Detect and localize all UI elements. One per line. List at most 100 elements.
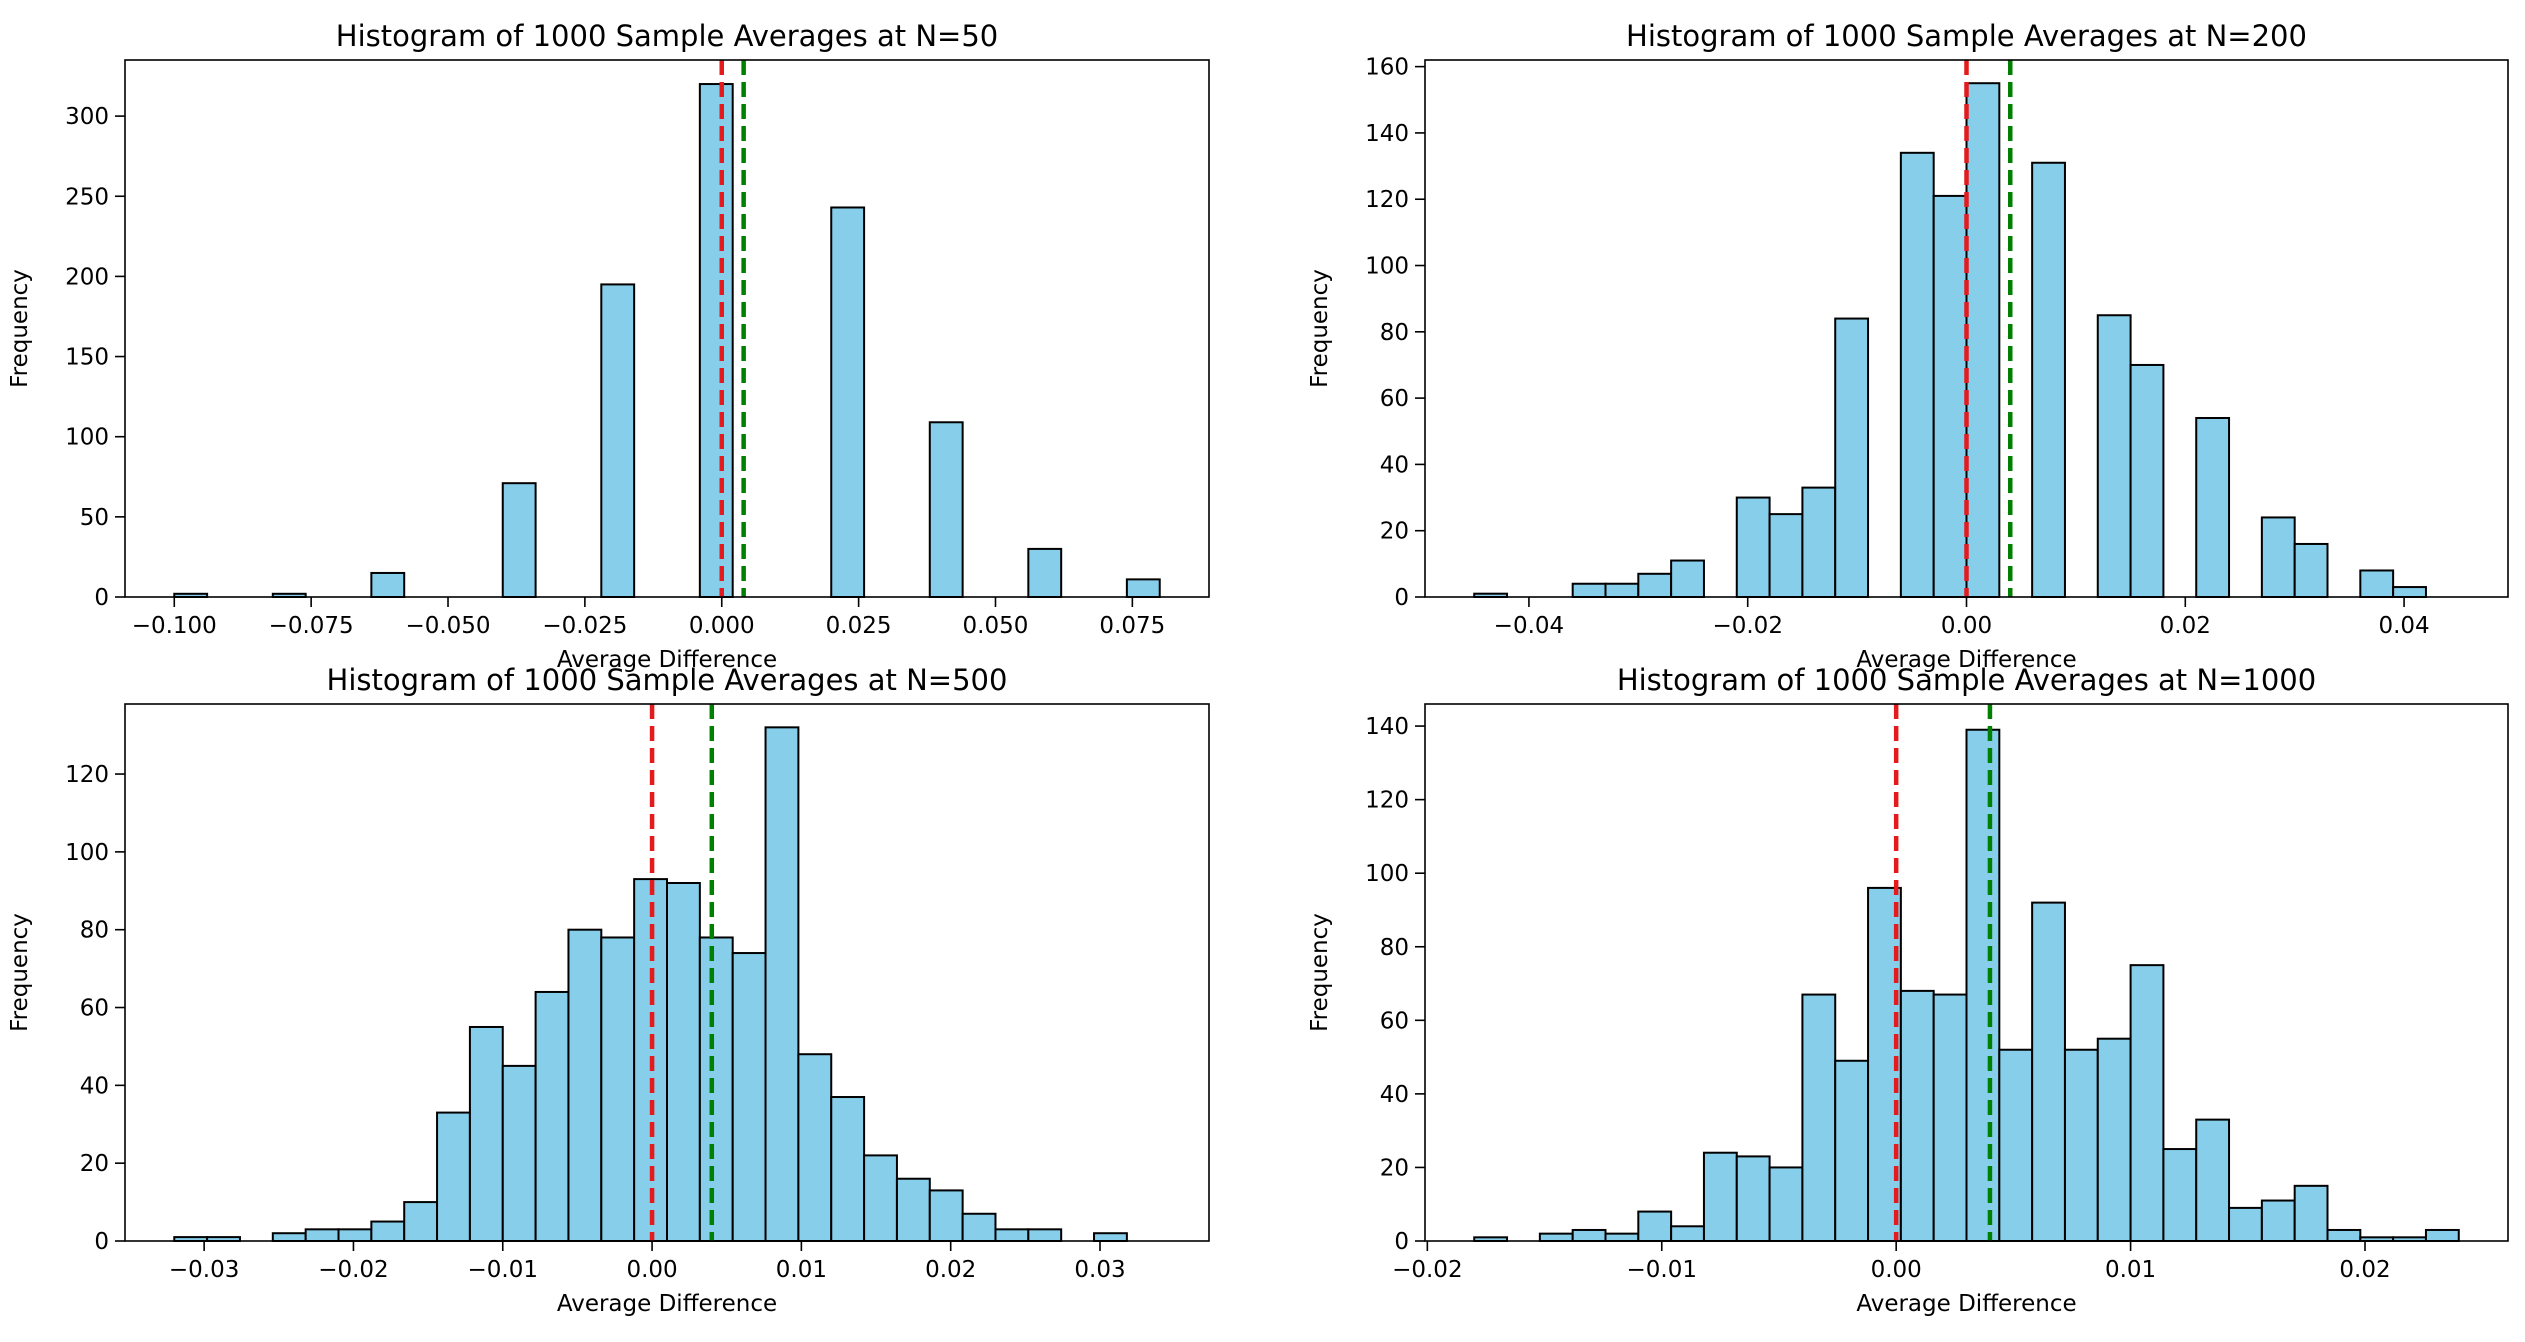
histogram-bar (1899, 989, 1935, 1242)
x-tick-label: −0.01 (468, 1257, 538, 1283)
histogram-bar (797, 1053, 833, 1243)
y-tick-label: 20 (1380, 1155, 1409, 1181)
x-tick-label: −0.100 (132, 613, 217, 639)
histogram-bar (666, 882, 701, 1242)
x-tick-label: −0.02 (318, 1257, 388, 1283)
y-tick-label: 140 (1365, 714, 1409, 740)
histogram-bar (698, 936, 734, 1242)
histogram-bar (1965, 728, 2001, 1242)
histogram-bar (2260, 516, 2296, 599)
histogram-bar (2424, 1228, 2460, 1242)
histogram-bar (863, 1154, 898, 1243)
y-tick-label: 20 (1380, 519, 1409, 545)
x-axis-label: Average Difference (557, 647, 777, 673)
histogram-bar (928, 421, 964, 598)
histogram-bar (1093, 1232, 1128, 1243)
histogram-bar (1834, 317, 1870, 598)
histogram-bar (1637, 1210, 1673, 1242)
y-axis-label: Frequency (1307, 269, 1333, 388)
y-tick-label: 0 (1394, 585, 1409, 611)
histogram-bar (501, 1064, 537, 1243)
histogram-bar (403, 1201, 439, 1242)
histogram-bar (764, 726, 800, 1242)
axes-frame (124, 703, 1210, 1242)
histogram-bar (1027, 1228, 1063, 1242)
histogram-bar (1768, 513, 1804, 599)
histogram-bar (1932, 194, 1968, 598)
histogram-bar (337, 1228, 373, 1242)
histogram-bar (1998, 1048, 2034, 1243)
y-tick-label: 40 (80, 1073, 109, 1099)
y-axis-label: Frequency (7, 269, 33, 388)
x-tick-label: −0.075 (269, 613, 354, 639)
y-tick-label: 150 (65, 345, 109, 371)
histogram-bar (370, 571, 406, 598)
histogram-bar (1735, 496, 1771, 598)
histogram-bar (830, 206, 866, 598)
y-tick-label: 80 (1380, 935, 1409, 961)
x-tick-label: 0.000 (689, 613, 755, 639)
y-tick-label: 0 (1394, 1229, 1409, 1255)
histogram-bar (731, 952, 767, 1242)
y-tick-label: 80 (1380, 320, 1409, 346)
y-tick-label: 200 (65, 264, 109, 290)
histogram-bar (370, 1220, 406, 1242)
histogram-bar (2129, 964, 2165, 1243)
y-tick-label: 100 (65, 425, 109, 451)
histogram-bar (1538, 1232, 1574, 1242)
y-tick-label: 120 (1365, 788, 1409, 814)
y-tick-label: 60 (1380, 1008, 1409, 1034)
histogram-bar (698, 83, 734, 598)
histogram-bar (567, 928, 603, 1243)
chart-title: Histogram of 1000 Sample Averages at N=2… (1626, 19, 2307, 53)
x-tick-label: −0.03 (169, 1257, 239, 1283)
histogram-bar (1670, 1225, 1705, 1243)
axes-frame (124, 59, 1210, 598)
x-axis-label: Average Difference (557, 1291, 777, 1317)
histogram-bar (2359, 569, 2395, 599)
y-tick-label: 60 (1380, 386, 1409, 412)
histogram-bar (1571, 1228, 1607, 1242)
y-tick-label: 80 (80, 918, 109, 944)
histogram-bar (600, 283, 636, 598)
y-tick-label: 140 (1365, 121, 1409, 147)
histogram-bar (1834, 1059, 1870, 1242)
histogram-bar (1768, 1166, 1804, 1242)
y-tick-label: 0 (94, 585, 109, 611)
histogram-bar (2096, 1037, 2132, 1242)
y-tick-label: 100 (65, 840, 109, 866)
histogram-bar (2162, 1148, 2198, 1243)
histogram-bar (1670, 559, 1705, 599)
histogram-bar (271, 1232, 307, 1243)
histogram-bar (2228, 1206, 2263, 1242)
x-tick-label: 0.075 (1099, 613, 1165, 639)
y-tick-label: 40 (1380, 1082, 1409, 1108)
histogram-bar (2063, 1048, 2099, 1243)
y-tick-label: 20 (80, 1151, 109, 1177)
y-axis-label: Frequency (7, 913, 33, 1032)
chart-title: Histogram of 1000 Sample Averages at N=1… (1617, 663, 2316, 697)
histogram-bar (1604, 1232, 1640, 1242)
histogram-bar (1571, 582, 1607, 598)
histogram-bar (2326, 1228, 2362, 1242)
x-axis-label: Average Difference (1856, 647, 2076, 673)
chart-panel: −0.04 −0.02 0.00 0.02 0.04 0 20 40 60 80 100 120 140… (1307, 19, 2509, 673)
axes-frame (1424, 703, 2509, 1242)
x-tick-label: 0.025 (826, 613, 892, 639)
y-tick-label: 250 (65, 184, 109, 210)
x-tick-label: 0.04 (2378, 613, 2429, 639)
y-tick-label: 0 (94, 1229, 109, 1255)
x-tick-label: −0.050 (405, 613, 490, 639)
x-tick-label: 0.050 (963, 613, 1029, 639)
x-tick-label: −0.01 (1627, 1257, 1697, 1283)
histogram-bar (2260, 1199, 2296, 1243)
histogram-bar (304, 1228, 340, 1242)
x-tick-label: −0.02 (1712, 613, 1782, 639)
histogram-bar (436, 1111, 471, 1242)
histogram-bar (994, 1228, 1030, 1242)
histogram-bar (1932, 993, 1968, 1242)
histogram-bar (830, 1096, 866, 1242)
chart-panel: −0.02 −0.01 0.00 0.01 0.02 0 20 40 60 80 100 120 140… (1307, 663, 2509, 1317)
histogram-bar (2293, 542, 2329, 598)
